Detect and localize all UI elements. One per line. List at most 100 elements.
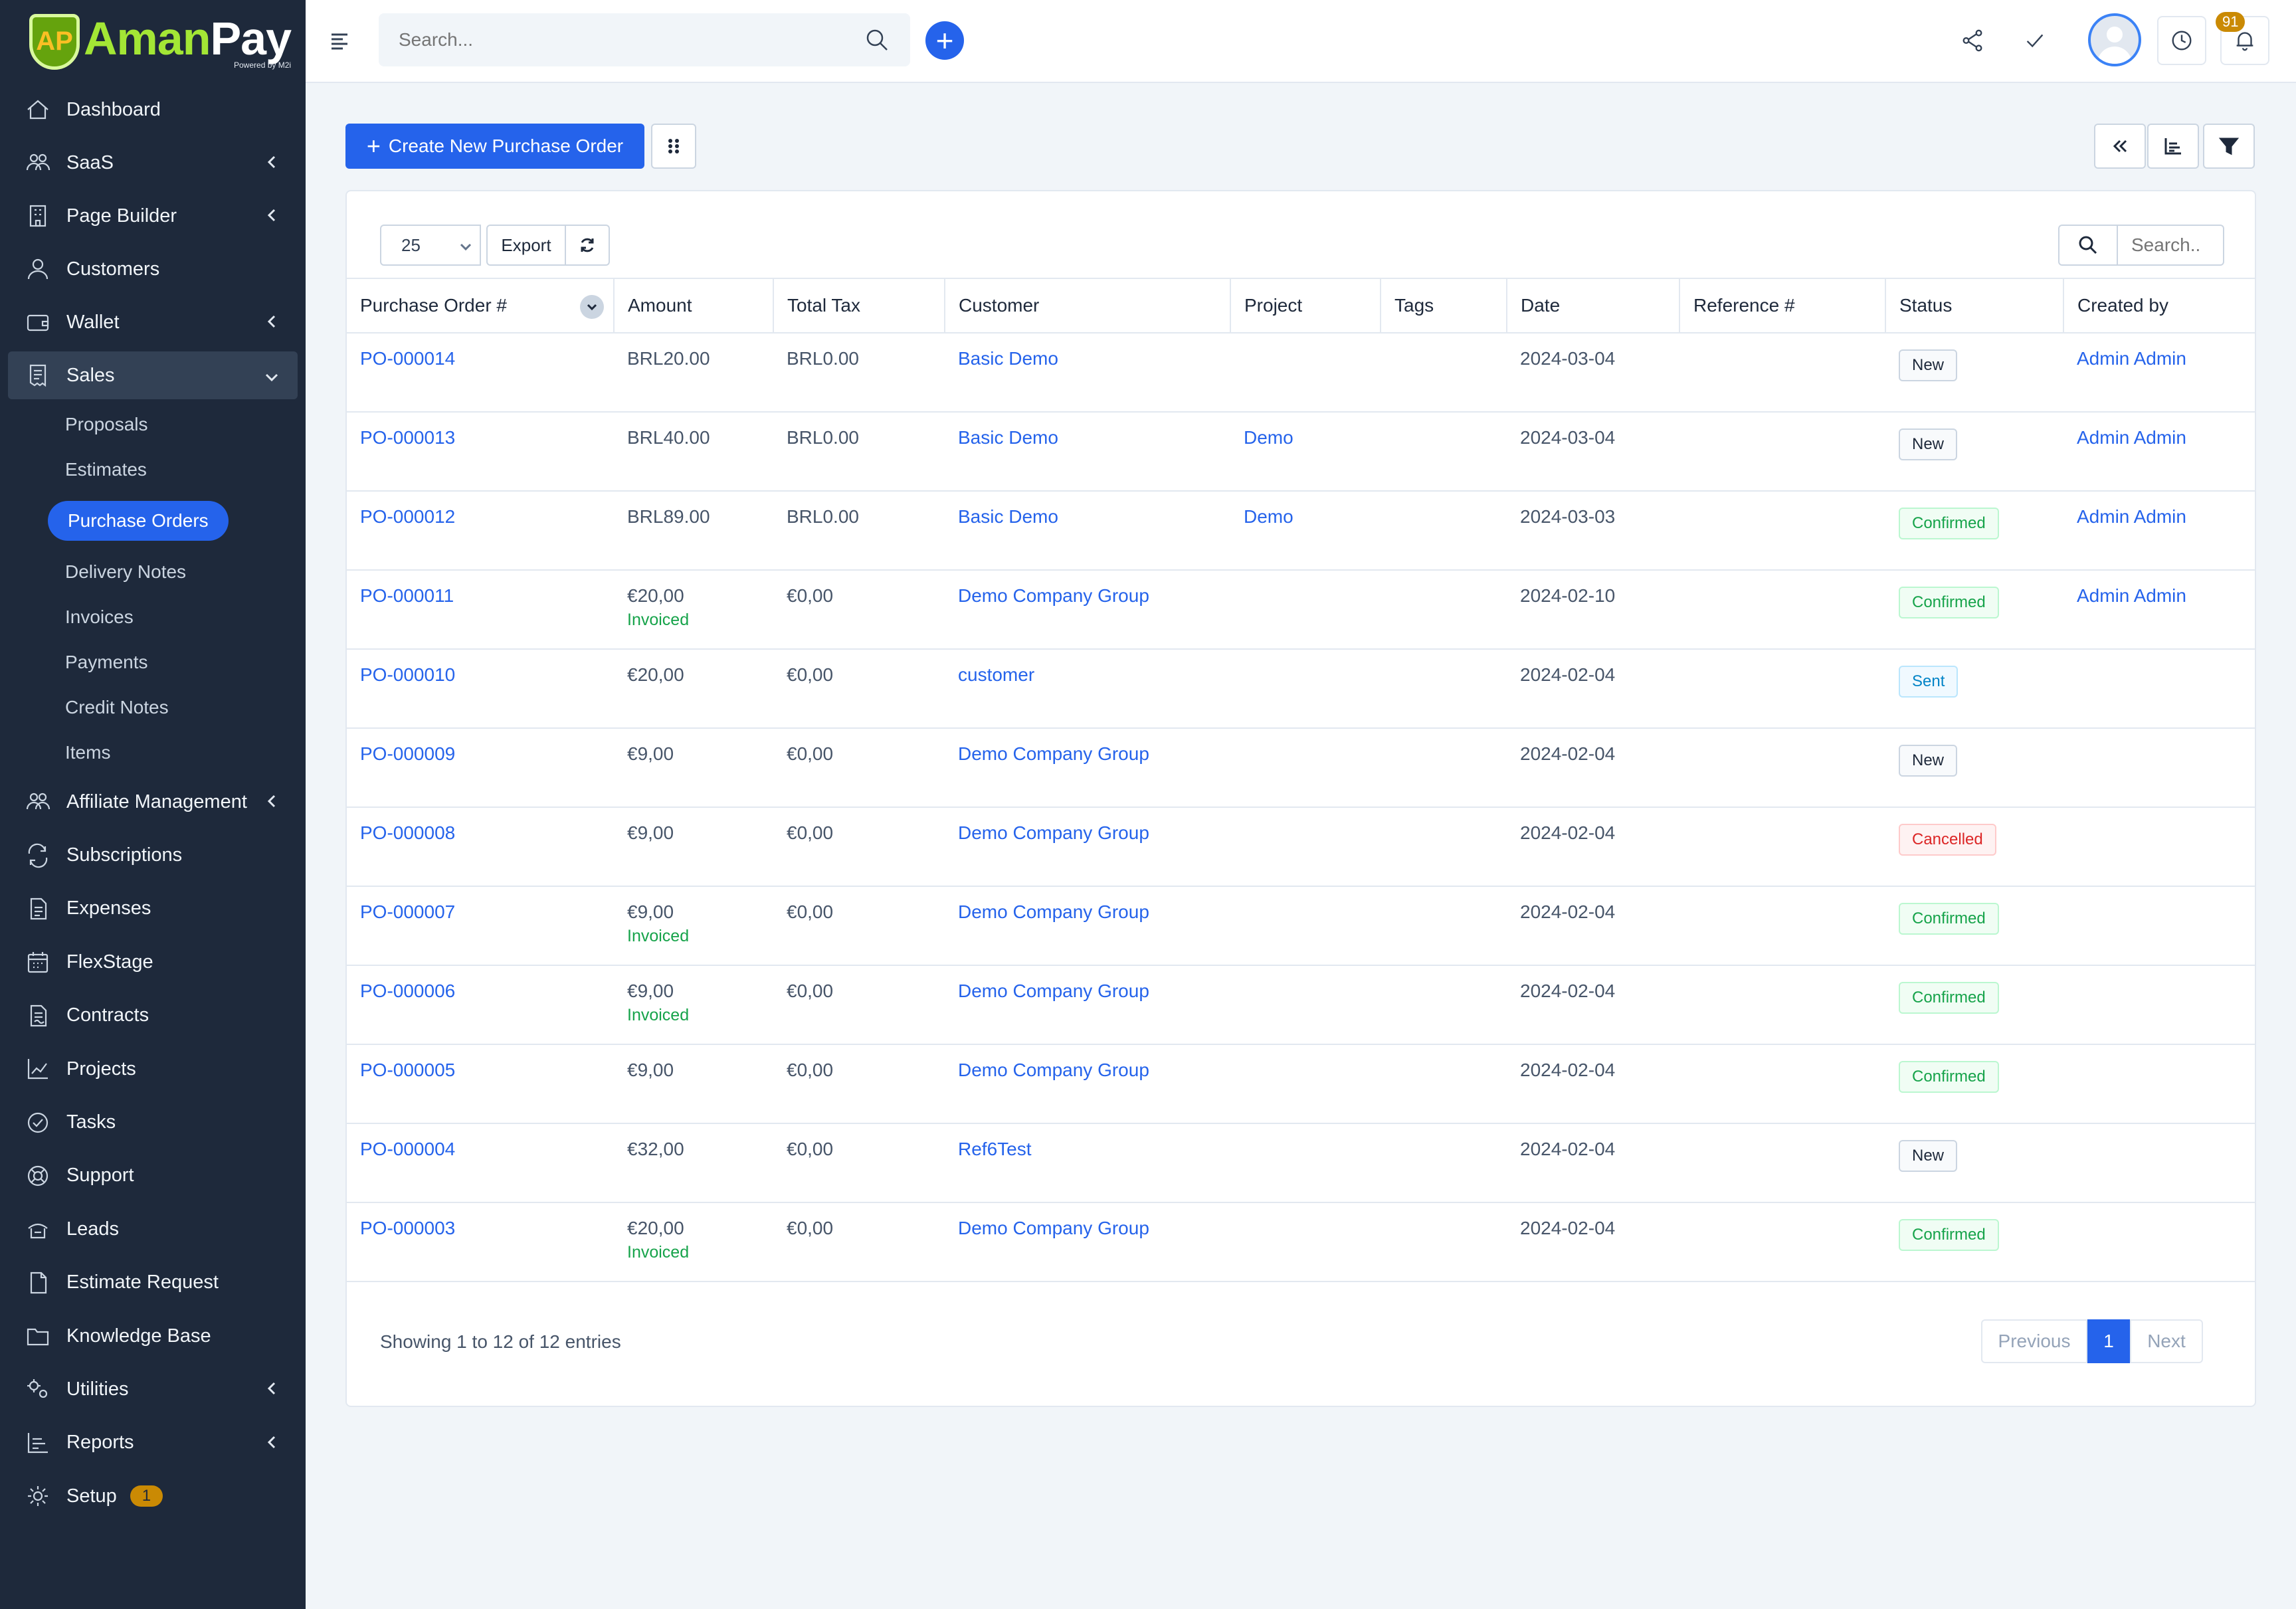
sidebar-subitem-invoices[interactable]: Invoices <box>65 607 134 627</box>
table-row[interactable]: PO-000012 BRL89.00 BRL0.00 Basic Demo Demo 20… <box>347 491 2255 571</box>
table-row[interactable]: PO-000006 €9,00 Invoiced €0,00 Demo Company … <box>347 965 2255 1045</box>
customer-cell-value[interactable]: Demo Company Group <box>958 981 1149 1001</box>
customer-cell-value[interactable]: Basic Demo <box>958 348 1058 369</box>
sidebar-item-affiliate-management[interactable]: Affiliate Management <box>0 775 306 828</box>
column-header-status[interactable]: Status <box>1885 278 2064 333</box>
sidebar-subitem-payments[interactable]: Payments <box>65 652 148 672</box>
grid-options-button[interactable] <box>651 124 696 169</box>
column-header-total-tax[interactable]: Total Tax <box>773 278 945 333</box>
created-by-cell-value[interactable]: Admin Admin <box>2077 506 2186 527</box>
sidebar-item-projects[interactable]: Projects <box>0 1042 306 1095</box>
customer-cell-value[interactable]: customer <box>958 664 1035 685</box>
po-number-cell-value[interactable]: PO-000013 <box>360 427 456 448</box>
sidebar-item-wallet[interactable]: Wallet <box>0 296 306 349</box>
column-header-amount[interactable]: Amount <box>614 278 774 333</box>
column-header-customer[interactable]: Customer <box>945 278 1231 333</box>
status-badge[interactable]: Sent <box>1899 666 1959 698</box>
export-button[interactable]: Export <box>486 225 566 266</box>
po-number-cell-value[interactable]: PO-000010 <box>360 664 456 685</box>
table-row[interactable]: PO-000003 €20,00 Invoiced €0,00 Demo Company… <box>347 1202 2255 1282</box>
column-header-purchase-order[interactable]: Purchase Order # <box>347 278 615 333</box>
sidebar-subitem-proposals[interactable]: Proposals <box>65 414 148 434</box>
table-row[interactable]: PO-000010 €20,00 €0,00 customer 2024-02-04 Se… <box>347 649 2255 729</box>
table-search-icon[interactable] <box>2058 225 2118 266</box>
sidebar-item-subscriptions[interactable]: Subscriptions <box>0 828 306 882</box>
chart-view-button[interactable] <box>2147 124 2199 169</box>
table-row[interactable]: PO-000007 €9,00 Invoiced €0,00 Demo Company … <box>347 886 2255 966</box>
sidebar-item-setup[interactable]: Setup 1 <box>0 1469 306 1523</box>
status-badge[interactable]: Confirmed <box>1899 1219 1999 1251</box>
sidebar-subitem-credit-notes[interactable]: Credit Notes <box>65 697 169 717</box>
status-badge[interactable]: Confirmed <box>1899 587 1999 618</box>
sidebar-item-reports[interactable]: Reports <box>0 1416 306 1469</box>
table-row[interactable]: PO-000008 €9,00 €0,00 Demo Company Group 202… <box>347 807 2255 887</box>
sidebar-subitem-delivery-notes[interactable]: Delivery Notes <box>65 561 187 582</box>
sidebar-item-contracts[interactable]: Contracts <box>0 989 306 1042</box>
customer-cell-value[interactable]: Demo Company Group <box>958 901 1149 922</box>
status-badge[interactable]: Confirmed <box>1899 982 1999 1014</box>
previous-page-button[interactable]: Previous <box>1981 1319 2087 1363</box>
column-header-reference[interactable]: Reference # <box>1679 278 1886 333</box>
sidebar-item-flexstage[interactable]: FlexStage <box>0 935 306 989</box>
bell-icon[interactable] <box>2220 16 2269 65</box>
po-number-cell-value[interactable]: PO-000008 <box>360 822 456 843</box>
page-1-button[interactable]: 1 <box>2087 1319 2130 1363</box>
po-number-cell-value[interactable]: PO-000006 <box>360 981 456 1001</box>
collapse-button[interactable] <box>2094 124 2146 169</box>
po-number-cell-value[interactable]: PO-000011 <box>360 585 454 606</box>
sidebar-item-utilities[interactable]: Utilities <box>0 1363 306 1416</box>
status-badge[interactable]: Confirmed <box>1899 1061 1999 1093</box>
check-icon[interactable] <box>2014 20 2056 61</box>
sort-desc-icon[interactable] <box>580 295 604 319</box>
status-badge[interactable]: Confirmed <box>1899 508 1999 539</box>
search-icon[interactable] <box>864 27 890 53</box>
column-header-tags[interactable]: Tags <box>1381 278 1507 333</box>
sidebar-item-support[interactable]: Support <box>0 1149 306 1202</box>
sidebar-subitem-purchase-orders[interactable]: Purchase Orders <box>48 492 306 549</box>
column-header-project[interactable]: Project <box>1230 278 1381 333</box>
share-icon[interactable] <box>1952 20 1993 61</box>
table-row[interactable]: PO-000014 BRL20.00 BRL0.00 Basic Demo 2024-0… <box>347 333 2255 413</box>
status-badge[interactable]: New <box>1899 1140 1958 1172</box>
column-header-created-by[interactable]: Created by <box>2063 278 2255 333</box>
status-badge[interactable]: New <box>1899 428 1958 460</box>
customer-cell-value[interactable]: Demo Company Group <box>958 743 1149 764</box>
table-row[interactable]: PO-000005 €9,00 €0,00 Demo Company Group 202… <box>347 1044 2255 1124</box>
sidebar-subitem-items[interactable]: Items <box>65 742 111 763</box>
po-number-cell-value[interactable]: PO-000003 <box>360 1218 456 1238</box>
sidebar-item-customers[interactable]: Customers <box>0 242 306 296</box>
sidebar-item-expenses[interactable]: Expenses <box>0 882 306 935</box>
customer-cell-value[interactable]: Demo Company Group <box>958 585 1149 606</box>
menu-toggle-icon[interactable] <box>330 31 349 50</box>
customer-cell-value[interactable]: Basic Demo <box>958 506 1058 527</box>
status-badge[interactable]: New <box>1899 745 1958 777</box>
sidebar-item-leads[interactable]: Leads <box>0 1202 306 1256</box>
po-number-cell-value[interactable]: PO-000005 <box>360 1060 456 1080</box>
quick-add-button[interactable]: + <box>925 21 964 60</box>
column-header-date[interactable]: Date <box>1507 278 1680 333</box>
clock-icon[interactable] <box>2157 16 2206 65</box>
sidebar-item-dashboard[interactable]: Dashboard <box>0 83 306 136</box>
created-by-cell-value[interactable]: Admin Admin <box>2077 585 2186 606</box>
table-row[interactable]: PO-000011 €20,00 Invoiced €0,00 Demo Company… <box>347 570 2255 650</box>
page-size-select[interactable]: 25 <box>380 225 481 266</box>
project-cell-value[interactable]: Demo <box>1244 506 1293 527</box>
status-badge[interactable]: Cancelled <box>1899 824 1996 856</box>
po-number-cell-value[interactable]: PO-000004 <box>360 1139 456 1159</box>
created-by-cell-value[interactable]: Admin Admin <box>2077 348 2186 369</box>
sidebar-item-knowledge-base[interactable]: Knowledge Base <box>0 1309 306 1363</box>
customer-cell-value[interactable]: Demo Company Group <box>958 1218 1149 1238</box>
global-search[interactable] <box>379 13 910 66</box>
refresh-button[interactable] <box>566 225 610 266</box>
created-by-cell-value[interactable]: Admin Admin <box>2077 427 2186 448</box>
sidebar-subitem-estimates[interactable]: Estimates <box>65 459 147 480</box>
customer-cell-value[interactable]: Basic Demo <box>958 427 1058 448</box>
po-number-cell-value[interactable]: PO-000007 <box>360 901 456 922</box>
status-badge[interactable]: New <box>1899 349 1958 381</box>
table-row[interactable]: PO-000013 BRL40.00 BRL0.00 Basic Demo Demo 20… <box>347 412 2255 492</box>
brand-logo[interactable]: AP AmanPay Powered by M2i <box>0 0 306 83</box>
project-cell-value[interactable]: Demo <box>1244 427 1293 448</box>
table-row[interactable]: PO-000004 €32,00 €0,00 Ref6Test 2024-02-04 Ne… <box>347 1123 2255 1203</box>
sidebar-item-tasks[interactable]: Tasks <box>0 1095 306 1149</box>
sidebar-item-sales[interactable]: Sales <box>8 351 298 399</box>
